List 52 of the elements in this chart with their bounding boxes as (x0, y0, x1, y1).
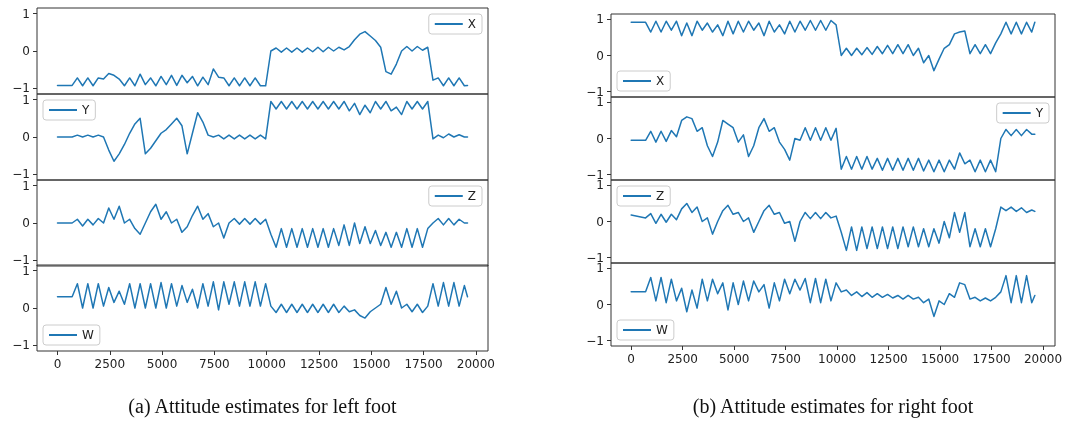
y-tick-label: −1 (586, 333, 604, 348)
x-tick-label: 10000 (247, 357, 286, 371)
x-tick-label: 5000 (718, 352, 750, 366)
legend-label: Y (1034, 106, 1044, 120)
x-tick-label: 12500 (299, 357, 339, 371)
legend-label: Y (81, 103, 90, 117)
x-tick-label: 17500 (404, 357, 443, 371)
y-tick-label: 0 (22, 130, 30, 144)
x-tick-label: 20000 (1023, 352, 1063, 366)
y-tick-label: 1 (596, 178, 604, 193)
x-tick-label: 17500 (972, 352, 1011, 366)
line-series (56, 30, 469, 87)
x-tick-label: 2500 (94, 357, 126, 371)
y-tick-label: −1 (12, 338, 30, 353)
line-series (630, 19, 1036, 72)
line-series (630, 274, 1036, 318)
line-series (630, 116, 1036, 173)
text: (a) Attitude estimates for left foot (128, 394, 397, 418)
y-tick-label: 0 (22, 44, 30, 58)
x-tick-label: 0 (53, 357, 62, 371)
y-tick-label: 0 (22, 216, 30, 230)
y-tick-label: 1 (596, 261, 604, 276)
y-tick-label: 1 (22, 263, 30, 278)
y-tick-label: 1 (596, 95, 604, 110)
text: (b) Attitude estimates for right foot (692, 394, 974, 418)
x-tick-label: 15000 (352, 357, 391, 371)
legend-label: W (656, 323, 668, 337)
legend-label: Z (656, 189, 665, 203)
legend-label: W (82, 328, 94, 342)
x-tick-label: 10000 (818, 352, 857, 366)
y-tick-label: 0 (596, 48, 604, 63)
y-tick-label: 0 (22, 301, 30, 315)
y-tick-label: 1 (596, 12, 604, 27)
x-tick-label: 2500 (667, 352, 698, 366)
x-tick-label: 15000 (920, 352, 960, 366)
line-series (56, 100, 469, 163)
x-tick-label: 12500 (869, 352, 908, 366)
line-series (56, 203, 469, 249)
line-series (56, 281, 469, 319)
y-tick-label: 0 (596, 131, 604, 146)
x-tick-label: 7500 (770, 352, 801, 366)
x-tick-label: 0 (627, 352, 635, 366)
legend-label: X (467, 17, 477, 31)
x-tick-label: 5000 (146, 357, 178, 371)
line-series (630, 202, 1036, 252)
y-tick-label: 0 (596, 214, 604, 229)
legend-label: X (656, 74, 665, 88)
y-tick-label: 0 (596, 297, 604, 312)
legend-label: Z (467, 189, 477, 203)
x-tick-label: 20000 (456, 357, 495, 371)
y-tick-label: 1 (22, 6, 30, 21)
x-tick-label: 7500 (199, 357, 230, 371)
